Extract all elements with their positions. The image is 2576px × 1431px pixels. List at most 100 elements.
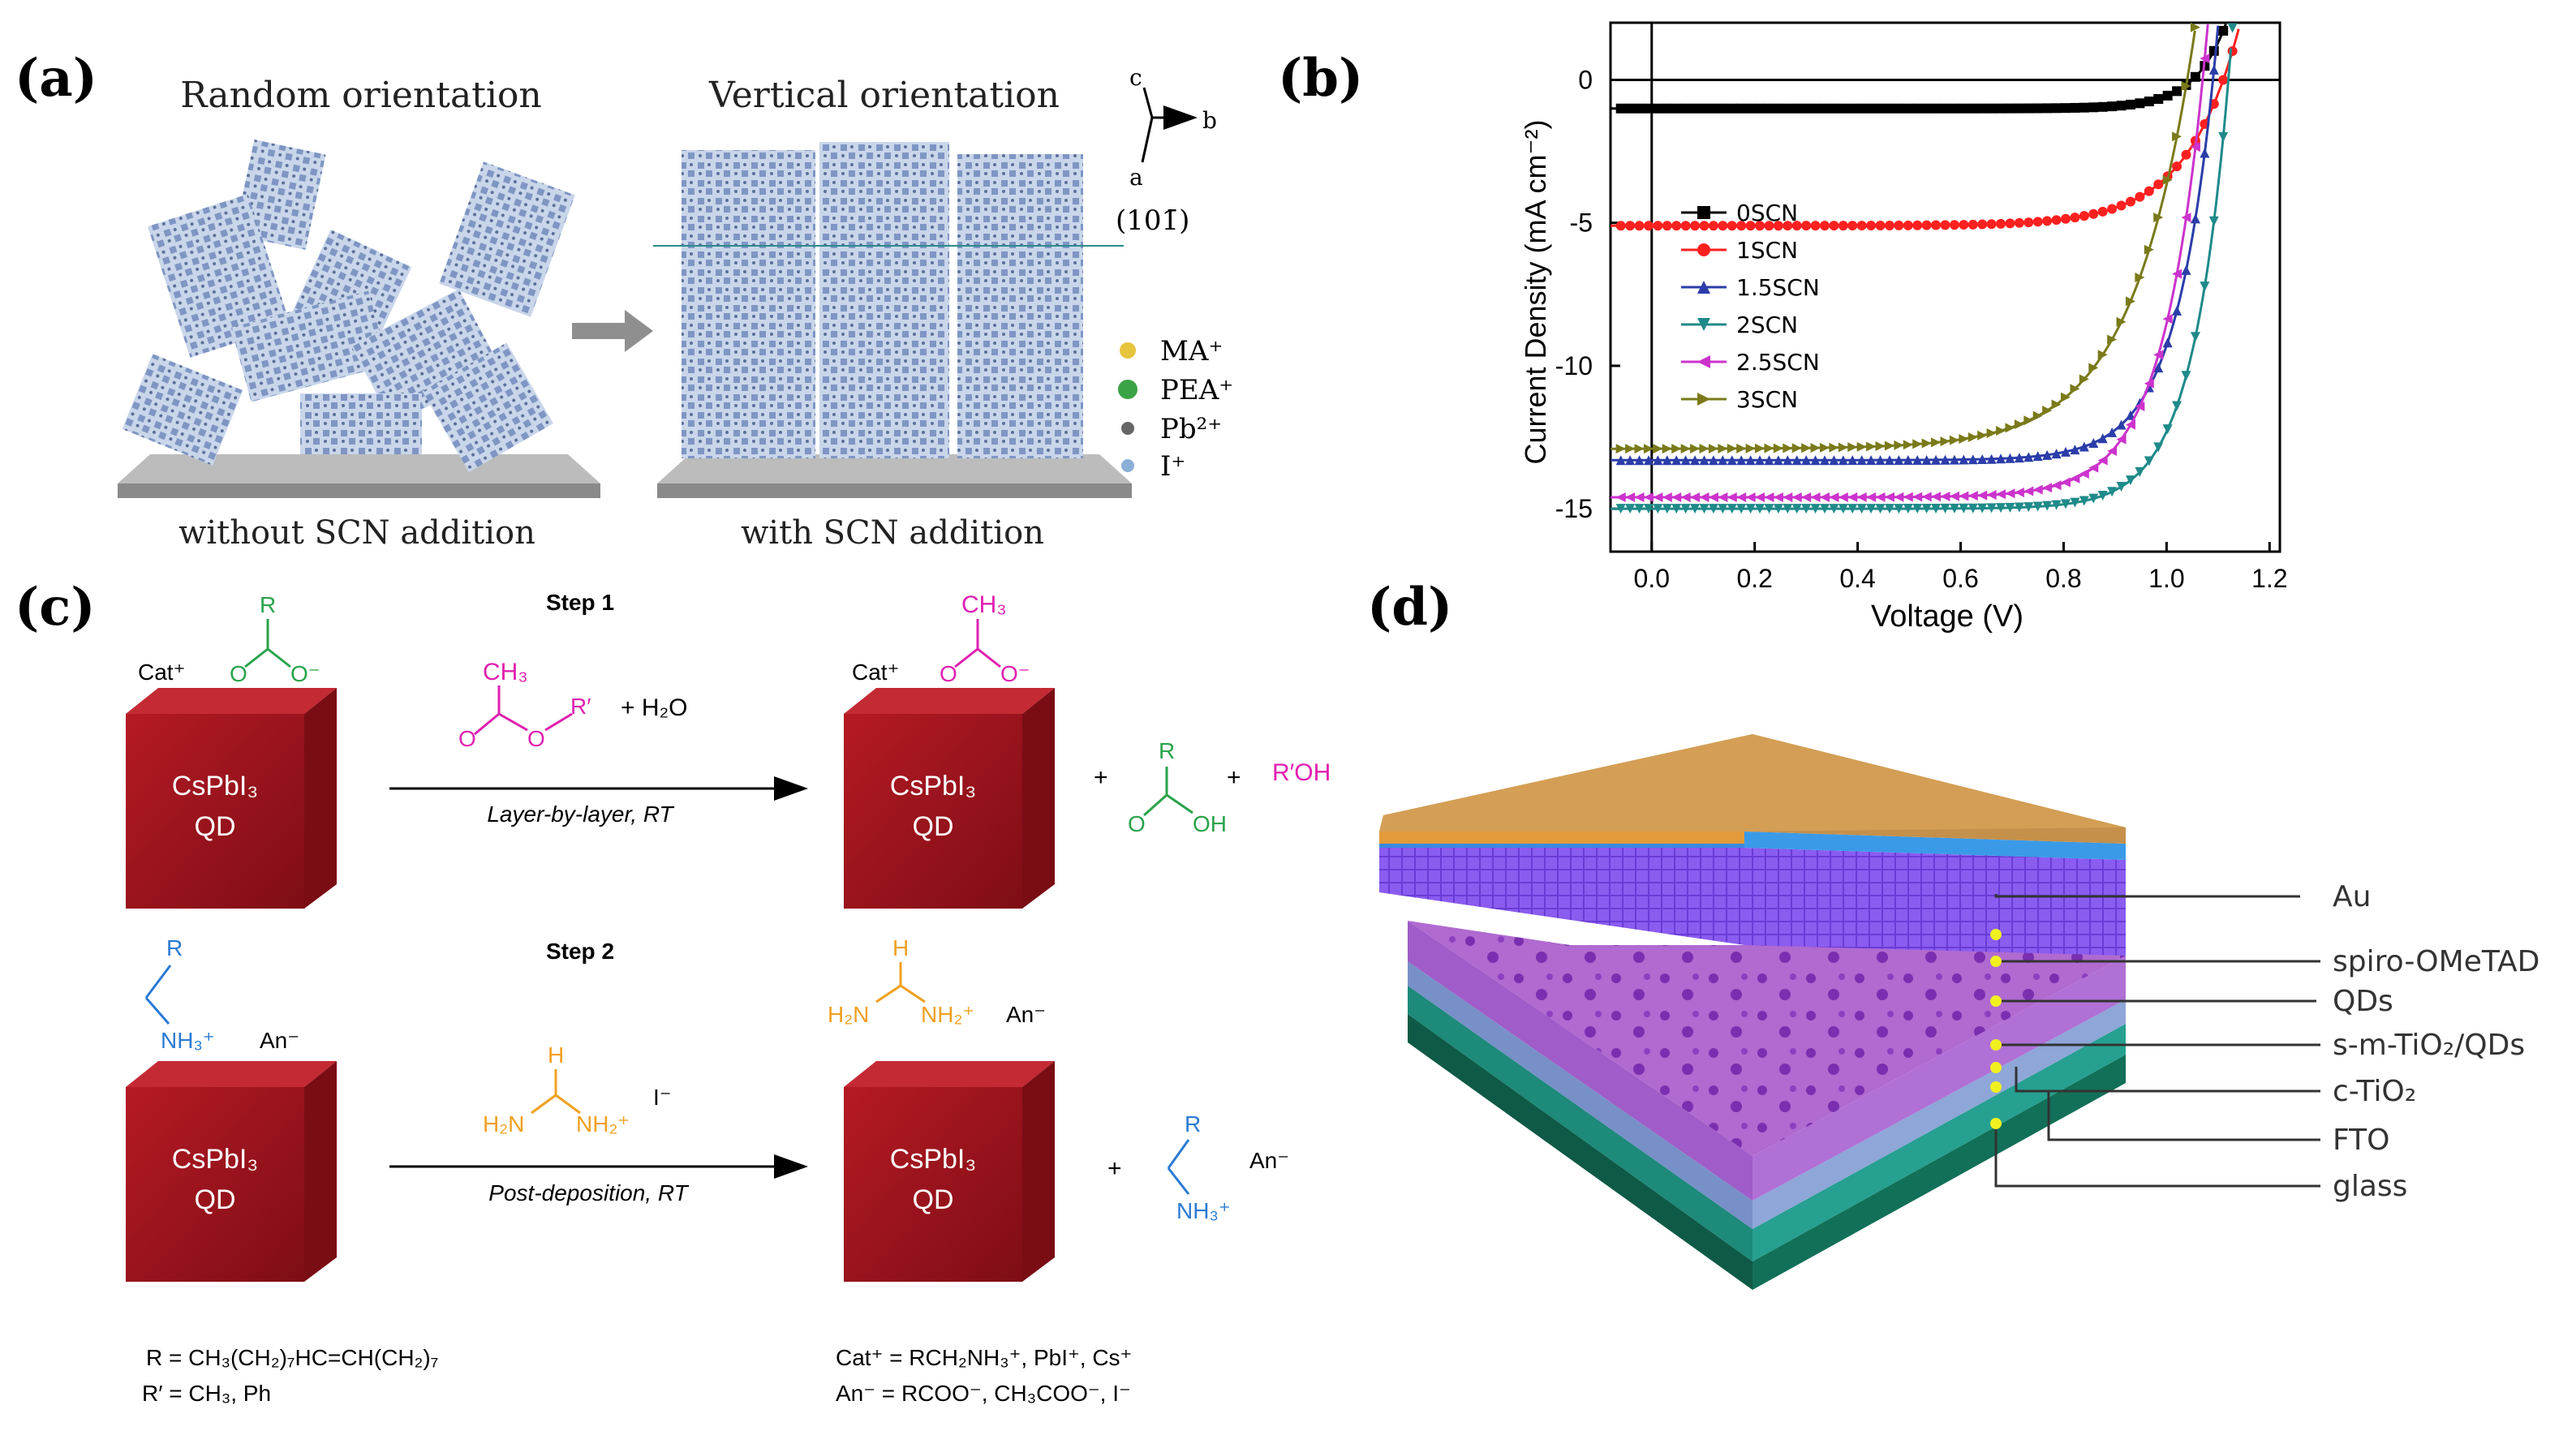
marker-2.5SCN	[1931, 492, 1942, 502]
x-tick-label: 0.2	[1736, 564, 1772, 593]
marker-2SCN	[1847, 504, 1858, 514]
alkylammonium: R NH₃⁺ An⁻	[144, 935, 299, 1053]
marker-0SCN	[2125, 99, 2135, 110]
axis-b-label: b	[1202, 107, 1217, 134]
marker-0SCN	[1643, 103, 1654, 114]
marker-1.5SCN	[1866, 455, 1877, 466]
legend-label-1.5SCN: 1.5SCN	[1736, 274, 1820, 301]
marker-2SCN	[2097, 490, 2108, 501]
marker-3SCN	[2135, 272, 2145, 282]
an-label-3: An⁻	[1249, 1148, 1289, 1173]
marker-1.5SCN	[2042, 449, 2053, 460]
random-orientation-title: Random orientation	[180, 75, 542, 116]
marker-2SCN	[2088, 493, 2099, 504]
marker-1SCN	[1884, 220, 1894, 230]
marker-2.5SCN	[2023, 486, 2034, 496]
marker-1SCN	[2218, 75, 2229, 85]
marker-3SCN	[2116, 316, 2127, 327]
marker-1.5SCN	[2190, 213, 2200, 224]
marker-2.5SCN	[1699, 492, 1709, 503]
marker-2.5SCN	[1940, 492, 1950, 502]
marker-0SCN	[1736, 103, 1747, 114]
marker-1.5SCN	[1662, 455, 1672, 466]
marker-2SCN	[1791, 504, 1802, 514]
leader-lines	[1994, 894, 2320, 1188]
marker-1SCN	[1662, 221, 1672, 231]
marker-0SCN	[1699, 103, 1709, 114]
marker-3SCN	[2014, 419, 2024, 430]
marker-1.5SCN	[2153, 363, 2164, 373]
legend-label-1SCN: 1SCN	[1736, 237, 1798, 264]
marker-2SCN	[1838, 504, 1848, 514]
marker-0SCN	[2079, 102, 2089, 113]
marker-2.5SCN	[2190, 142, 2200, 153]
marker-1SCN	[1903, 220, 1913, 230]
marker-1.5SCN	[1745, 455, 1756, 466]
marker-3SCN	[2125, 296, 2135, 307]
o-label-1: O	[230, 661, 247, 686]
vertical-crystals	[653, 142, 1124, 458]
marker-3SCN	[1921, 438, 1932, 449]
marker-3SCN	[1653, 444, 1663, 454]
def-cat: Cat⁺ = RCH₂NH₃⁺, PbI⁺, Cs⁺	[836, 1345, 1132, 1370]
marker-3SCN	[1755, 443, 1765, 453]
marker-1SCN	[2079, 211, 2089, 221]
marker-1.5SCN	[2125, 410, 2135, 420]
marker-0SCN	[2061, 103, 2071, 114]
marker-3SCN	[2181, 81, 2191, 92]
marker-2SCN	[1680, 504, 1691, 514]
marker-0SCN	[2070, 102, 2080, 113]
marker-2SCN	[1921, 504, 1932, 514]
marker-2.5SCN	[2070, 473, 2080, 483]
marker-1.5SCN	[1773, 455, 1783, 466]
cat-label-1: Cat⁺	[138, 660, 185, 685]
fa2-nh2: NH₂⁺	[921, 1002, 974, 1027]
step1-label: Step 1	[546, 590, 614, 615]
cube-3-formula: CsPbI₃	[172, 1144, 258, 1175]
marker-2.5SCN	[1783, 492, 1793, 503]
meso-right-face	[1752, 956, 2126, 1201]
marker-2SCN	[2227, 23, 2238, 33]
marker-3SCN	[1727, 443, 1737, 453]
marker-3SCN	[1625, 444, 1636, 454]
fa2-h: H	[892, 935, 909, 960]
marker-1.5SCN	[1977, 454, 1988, 465]
marker-1SCN	[2181, 149, 2191, 160]
marker-1.5SCN	[1671, 455, 1682, 466]
tio2-right-face	[1752, 999, 2126, 1229]
roh-label: R′OH	[1272, 759, 1331, 786]
marker-2.5SCN	[1866, 492, 1877, 502]
legend-ma: MA⁺	[1160, 335, 1223, 367]
marker-0SCN	[2135, 98, 2145, 109]
marker-1SCN	[1643, 221, 1654, 231]
acid-o: O	[1128, 811, 1146, 836]
marker-3SCN	[2153, 213, 2164, 223]
marker-2.5SCN	[1653, 492, 1663, 503]
marker-2.5SCN	[2005, 488, 2015, 499]
x-tick-label: 0.4	[1839, 564, 1875, 593]
marker-2SCN	[2153, 442, 2164, 453]
marker-2SCN	[1708, 504, 1718, 514]
marker-1SCN	[1967, 219, 1978, 230]
marker-1SCN	[2061, 213, 2071, 224]
marker-1SCN	[1856, 221, 1867, 231]
marker-1.5SCN	[2061, 446, 2071, 457]
marker-1.5SCN	[2181, 264, 2191, 275]
species-legend: MA⁺ PEA⁺ Pb²⁺ I⁺	[1118, 335, 1233, 483]
marker-1SCN	[2172, 161, 2183, 172]
marker-1SCN	[2023, 217, 2034, 228]
marker-1.5SCN	[1986, 453, 1997, 464]
marker-0SCN	[1940, 103, 1950, 114]
marker-3SCN	[1875, 441, 1886, 452]
marker-2SCN	[2190, 332, 2200, 342]
cube-4-qd: QD	[913, 1184, 954, 1215]
meso-left-face	[1408, 921, 1752, 1201]
plus-1: +	[1094, 764, 1108, 791]
axis-a-label: a	[1129, 164, 1143, 191]
marker-2.5SCN	[2014, 488, 2024, 498]
marker-1.5SCN	[2023, 452, 2034, 462]
marker-1.5SCN	[1791, 455, 1802, 466]
marker-2.5SCN	[1810, 492, 1821, 502]
x-tick-label: 0.6	[1942, 564, 1978, 593]
marker-3SCN	[2070, 384, 2080, 394]
